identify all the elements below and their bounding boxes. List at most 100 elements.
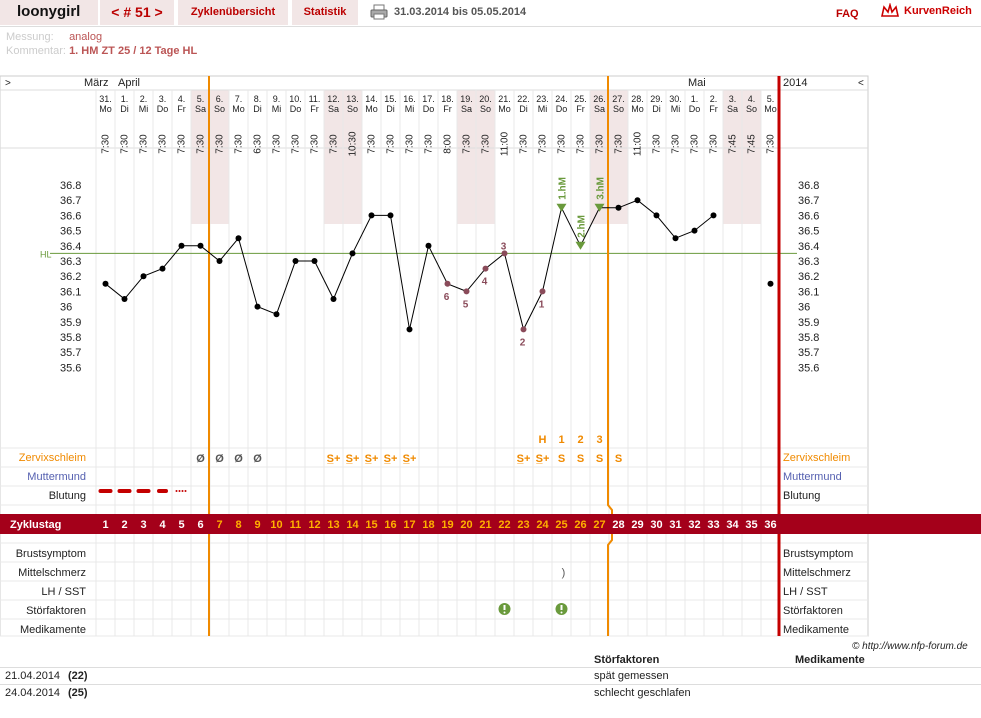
temperature-point	[482, 265, 489, 272]
row-label-right-midpain: Mittelschmerz	[783, 567, 851, 579]
y-tick-right: 36	[798, 302, 810, 314]
weekday-label: Fr	[443, 104, 452, 114]
time-label: 7:30	[766, 134, 777, 154]
date-label: 4.	[178, 94, 186, 104]
weekend-shade	[210, 90, 229, 224]
temperature-point	[197, 242, 204, 249]
weekday-label: Fr	[177, 104, 186, 114]
date-label: 22.	[517, 94, 530, 104]
hl-label: HL	[40, 249, 52, 259]
count-label: 2	[520, 337, 526, 348]
row-label-right-cervix_pos: Muttermund	[783, 471, 842, 483]
bleeding-mark	[98, 489, 113, 493]
cervix-code: S̲+	[516, 453, 530, 465]
cycle-day-number: 26	[574, 519, 586, 531]
count-label: 3	[501, 241, 507, 252]
weekday-label: Sa	[594, 104, 605, 114]
cycle-day-label: Zyklustag	[10, 519, 61, 531]
temperature-point	[672, 235, 679, 242]
temperature-point	[368, 212, 375, 219]
weekday-label: Do	[423, 104, 435, 114]
time-label: 7:30	[519, 134, 530, 154]
weekday-label: Fr	[310, 104, 319, 114]
temperature-point	[767, 280, 774, 287]
date-label: 5.	[197, 94, 205, 104]
y-tick-left: 36.3	[60, 256, 81, 268]
y-tick-right: 35.9	[798, 317, 819, 329]
time-label: 7:30	[367, 134, 378, 154]
date-label: 6.	[216, 94, 224, 104]
weekend-shade	[343, 90, 362, 224]
weekday-label: Mo	[498, 104, 511, 114]
measure-value: analog	[69, 31, 103, 43]
nav-next-arrow[interactable]: <	[858, 78, 864, 89]
weekday-label: Di	[652, 104, 661, 114]
weekday-label: Mi	[405, 104, 415, 114]
cycle-day-number: 36	[764, 519, 776, 531]
cycle-day-number: 28	[612, 519, 624, 531]
cervix-code: S	[615, 453, 622, 465]
time-label: 7:45	[728, 134, 739, 154]
temperature-point	[444, 280, 451, 287]
measure-row: Messung: analog	[6, 31, 102, 43]
weekday-label: So	[214, 104, 225, 114]
row-label-right-lh: LH / SST	[783, 586, 828, 598]
temperature-point	[520, 326, 527, 333]
count-label: 4	[482, 277, 488, 288]
cycle-day-number: 35	[745, 519, 757, 531]
weekday-label: Mo	[365, 104, 378, 114]
high-temp-point	[594, 203, 605, 212]
forum-credit: © http://www.nfp-forum.de	[852, 641, 968, 652]
row-label-cervix: Zervixschleim	[19, 452, 86, 464]
tab-cycle-overview[interactable]: Zyklenübersicht	[178, 0, 288, 25]
date-label: 8.	[254, 94, 262, 104]
temperature-point	[140, 273, 147, 280]
row-label-right-bleeding: Blutung	[783, 490, 820, 502]
temperature-point	[235, 235, 242, 242]
faq-link[interactable]: FAQ	[836, 8, 859, 20]
y-tick-left: 36.4	[60, 241, 81, 253]
date-label: 12.	[327, 94, 340, 104]
weekday-label: Mo	[764, 104, 777, 114]
date-range: 31.03.2014 bis 05.05.2014	[394, 6, 527, 18]
printer-icon[interactable]	[370, 4, 388, 20]
weekend-shade	[457, 90, 476, 224]
cycle-day-number: 8	[235, 519, 241, 531]
comment-key: Kommentar:	[6, 45, 66, 57]
date-label: 15.	[384, 94, 397, 104]
note-text: spät gemessen	[594, 670, 669, 682]
date-label: 24.	[555, 94, 568, 104]
weekday-label: Mo	[631, 104, 644, 114]
cycle-day-number: 22	[498, 519, 510, 531]
weekday-label: So	[347, 104, 358, 114]
weekday-label: Do	[689, 104, 701, 114]
date-label: 3.	[159, 94, 167, 104]
cervix-code: S̲+	[364, 453, 378, 465]
weekday-label: Mo	[99, 104, 112, 114]
y-tick-right: 36.6	[798, 210, 819, 222]
cervix-peak-label: 3	[596, 434, 602, 446]
weekday-label: Fr	[709, 104, 718, 114]
cycle-day-number: 19	[441, 519, 453, 531]
row-label-breast: Brustsymptom	[16, 548, 86, 560]
weekend-shade	[324, 90, 343, 224]
time-label: 7:30	[329, 134, 340, 154]
date-label: 16.	[403, 94, 416, 104]
temperature-point	[121, 296, 128, 302]
date-label: 19.	[460, 94, 473, 104]
cycle-day-number: 32	[688, 519, 700, 531]
weekday-label: Di	[386, 104, 395, 114]
tab-statistics[interactable]: Statistik	[292, 0, 358, 25]
temperature-point	[159, 265, 166, 272]
nav-prev-arrow[interactable]: >	[5, 78, 11, 89]
y-tick-right: 35.8	[798, 332, 819, 344]
y-tick-left: 36.7	[60, 195, 81, 207]
kurvenreich-logo[interactable]: KurvenReich	[880, 2, 972, 19]
time-label: 7:45	[747, 134, 758, 154]
cycle-navigation[interactable]: < # 51 >	[100, 0, 174, 25]
note-date: 24.04.2014	[5, 687, 61, 699]
date-label: 1.	[121, 94, 129, 104]
temperature-point	[273, 311, 280, 318]
date-label: 11.	[309, 94, 321, 104]
y-tick-right: 36.3	[798, 256, 819, 268]
